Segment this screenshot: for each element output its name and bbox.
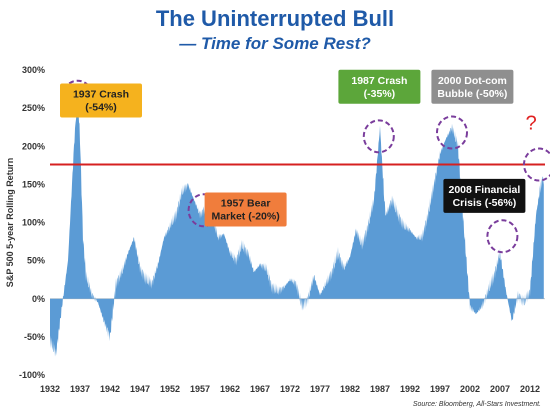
callout-text: Market (-20%)	[211, 211, 279, 223]
x-tick-label: 1952	[160, 384, 180, 394]
callout-box	[204, 192, 287, 227]
y-tick-label: 0%	[32, 294, 45, 304]
peak-circle	[486, 219, 519, 254]
callout-box	[60, 83, 142, 118]
chart-title: The Uninterrupted Bull	[155, 6, 395, 31]
callout-box	[431, 69, 514, 104]
y-tick-label: 300%	[22, 65, 45, 75]
y-tick-label: 100%	[22, 218, 45, 228]
chart-subtitle: — Time for Some Rest?	[179, 34, 371, 53]
x-tick-label: 1987	[370, 384, 390, 394]
question-mark: ?	[526, 112, 537, 134]
callout-text: (-35%)	[364, 88, 396, 100]
y-tick-label: -50%	[24, 332, 45, 342]
x-tick-label: 1932	[40, 384, 60, 394]
callout-text: 2000 Dot-com	[438, 75, 507, 87]
y-axis-label: S&P 500 5-year Rolling Return	[5, 158, 15, 287]
x-tick-label: 1967	[250, 384, 270, 394]
x-tick-label: 2012	[520, 384, 540, 394]
x-tick-label: 1997	[430, 384, 450, 394]
x-tick-label: 1942	[100, 384, 120, 394]
y-tick-label: 200%	[22, 141, 45, 151]
callout-text: 1957 Bear	[221, 198, 271, 210]
peak-circle	[523, 147, 550, 182]
callout-text: 1987 Crash	[351, 75, 407, 87]
y-tick-label: -100%	[19, 370, 45, 380]
y-tick-label: 250%	[22, 103, 45, 113]
callout-text: Bubble (-50%)	[437, 88, 507, 100]
callout-text: 2008 Financial	[449, 184, 521, 196]
rolling-return-area	[50, 94, 544, 357]
x-tick-label: 1982	[340, 384, 360, 394]
callout-box	[443, 178, 526, 213]
crash-callout: 1937 Crash(-54%)	[60, 83, 142, 118]
y-tick-label: 150%	[22, 179, 45, 189]
x-tick-label: 1972	[280, 384, 300, 394]
callout-text: Crisis (-56%)	[453, 197, 517, 209]
x-tick-label: 1992	[400, 384, 420, 394]
x-tick-labels: 1932 1937 1942 1947 1952 1957 1962 1967 1972 1977…	[40, 384, 540, 394]
x-tick-label: 2002	[460, 384, 480, 394]
callout-box	[338, 69, 421, 104]
peak-circle	[362, 119, 395, 154]
callout-text: (-54%)	[85, 102, 117, 114]
x-tick-label: 1957	[190, 384, 210, 394]
callout-text: 1937 Crash	[73, 89, 129, 101]
x-tick-label: 1947	[130, 384, 150, 394]
x-tick-label: 2007	[490, 384, 510, 394]
y-tick-labels: 300% 250% 200% 150% 100% 50% 0% -50% -100%	[19, 65, 45, 380]
x-tick-label: 1937	[70, 384, 90, 394]
crash-callout: 1987 Crash(-35%)	[338, 69, 421, 104]
peak-circle	[436, 115, 468, 150]
source-note: Source: Bloomberg, All-Stars Investment.	[413, 401, 541, 408]
y-tick-label: 50%	[27, 256, 45, 266]
x-tick-label: 1962	[220, 384, 240, 394]
x-tick-label: 1977	[310, 384, 330, 394]
